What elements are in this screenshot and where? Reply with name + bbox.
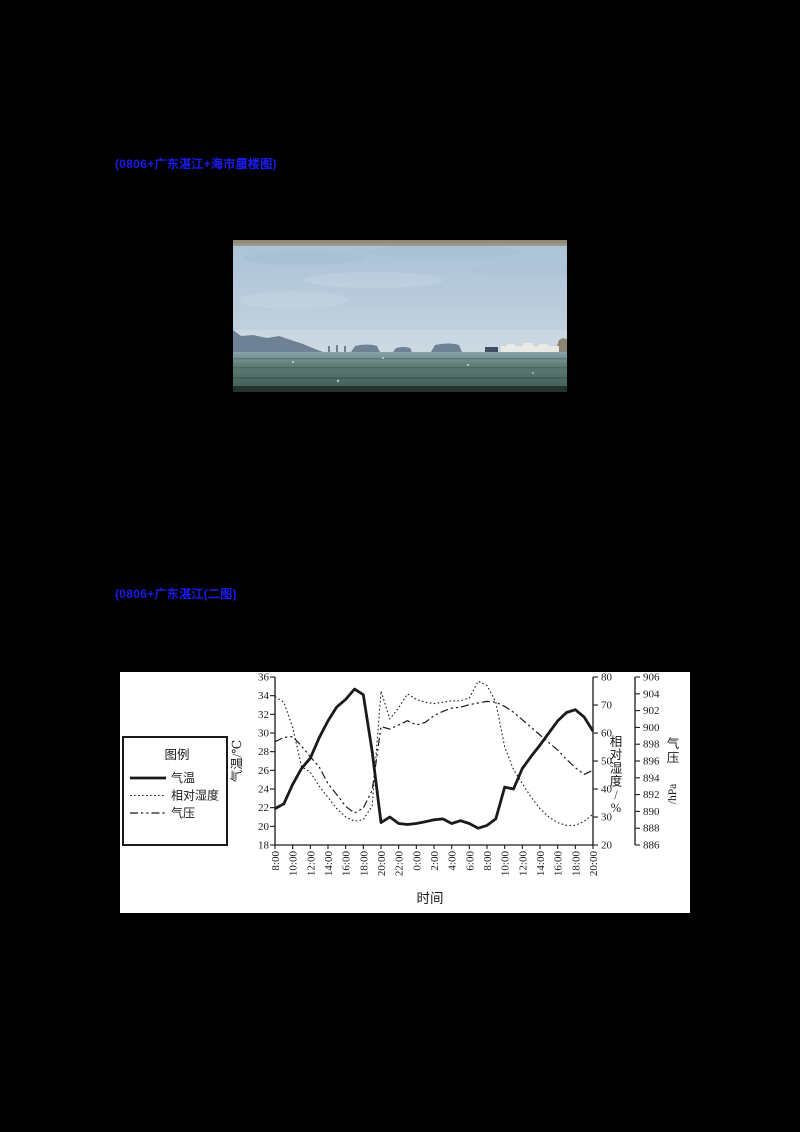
svg-text:40: 40: [601, 784, 613, 796]
svg-text:30: 30: [258, 728, 270, 740]
svg-text:20:00: 20:00: [588, 851, 600, 877]
svg-text:6:00: 6:00: [464, 851, 476, 871]
photo-islands: [233, 330, 567, 352]
svg-text:18:00: 18:00: [570, 851, 582, 877]
weather-chart-svg: 18 20 22 24 26 28 30 32 34 36 20 30 40 50 60 70 80 886 888…: [122, 672, 680, 906]
svg-text:50: 50: [601, 756, 613, 768]
svg-text:12:00: 12:00: [305, 851, 317, 877]
svg-text:24: 24: [258, 784, 270, 796]
svg-text:20: 20: [258, 821, 270, 833]
svg-text:10:00: 10:00: [288, 851, 300, 877]
legend-item-label: 气温: [171, 770, 195, 785]
svg-text:4:00: 4:00: [447, 851, 459, 871]
temperature-axis-title: 气温/℃: [229, 740, 244, 782]
svg-text:30: 30: [601, 812, 613, 824]
svg-text:10:00: 10:00: [500, 851, 512, 877]
svg-text:20:00: 20:00: [376, 851, 388, 877]
svg-text:36: 36: [258, 672, 270, 684]
photo-haze: [233, 330, 567, 352]
svg-text:70: 70: [601, 700, 613, 712]
svg-text:892: 892: [643, 789, 660, 801]
svg-text:902: 902: [643, 705, 660, 717]
legend-item-label: 气压: [171, 805, 195, 820]
photo-clouds: [238, 246, 567, 309]
svg-text:32: 32: [258, 709, 269, 721]
svg-text:16:00: 16:00: [553, 851, 565, 877]
svg-text:34: 34: [258, 690, 270, 702]
svg-text:26: 26: [258, 765, 270, 777]
svg-text:18:00: 18:00: [358, 851, 370, 877]
series-temperature: [274, 687, 595, 830]
svg-text:20: 20: [601, 840, 613, 852]
svg-text:2:00: 2:00: [429, 851, 441, 871]
x-axis-title: 时间: [417, 891, 444, 906]
svg-text:888: 888: [643, 823, 660, 835]
pressure-axis-title: 气压: [667, 736, 680, 765]
photo-top-band: [233, 240, 567, 246]
series-pressure: [274, 700, 594, 814]
svg-text:60: 60: [601, 728, 613, 740]
series-humidity: [274, 680, 594, 826]
photo-caption-link[interactable]: (0806+广东湛江+海市蜃楼图): [115, 157, 277, 171]
svg-text:8:00: 8:00: [270, 851, 282, 871]
photo-bottom-band: [233, 386, 567, 392]
svg-text:18: 18: [258, 840, 270, 852]
svg-text:22:00: 22:00: [394, 851, 406, 877]
weather-element-chart: 18 20 22 24 26 28 30 32 34 36 20 30 40 50 60 70 80 886 888…: [120, 672, 690, 913]
svg-text:894: 894: [643, 772, 660, 784]
svg-text:28: 28: [258, 746, 270, 758]
svg-text:14:00: 14:00: [323, 851, 335, 877]
svg-text:890: 890: [643, 806, 660, 818]
legend-item-label: 相对湿度: [171, 788, 219, 803]
svg-text:886: 886: [643, 840, 660, 852]
chart-caption-link[interactable]: (0806+广东湛江(二图): [115, 587, 237, 601]
photo-sea: [233, 352, 567, 388]
photo-sea-texture: [233, 357, 567, 383]
chart-axes: [274, 677, 636, 846]
svg-text:906: 906: [643, 672, 660, 684]
sea-mirage-photo-image: [233, 240, 567, 392]
svg-text:0:00: 0:00: [411, 851, 423, 871]
svg-text:904: 904: [643, 688, 660, 700]
svg-text:900: 900: [643, 722, 660, 734]
humidity-axis-title: 相对湿度/%: [610, 735, 623, 815]
chart-ticks: [270, 676, 640, 849]
sea-mirage-photo: [233, 240, 567, 392]
svg-text:14:00: 14:00: [535, 851, 547, 877]
chart-tick-labels: 18 20 22 24 26 28 30 32 34 36 20 30 40 50 60 70 80 886 888…: [258, 672, 660, 877]
svg-text:898: 898: [643, 739, 660, 751]
photo-mirage-city: [501, 343, 559, 352]
svg-text:16:00: 16:00: [341, 851, 353, 877]
svg-text:22: 22: [258, 802, 269, 814]
pressure-axis-unit: /hPa: [667, 784, 679, 804]
svg-text:8:00: 8:00: [482, 851, 494, 871]
legend-title: 图例: [164, 748, 189, 762]
svg-text:12:00: 12:00: [517, 851, 529, 877]
svg-text:896: 896: [643, 756, 660, 768]
svg-text:80: 80: [601, 672, 613, 684]
